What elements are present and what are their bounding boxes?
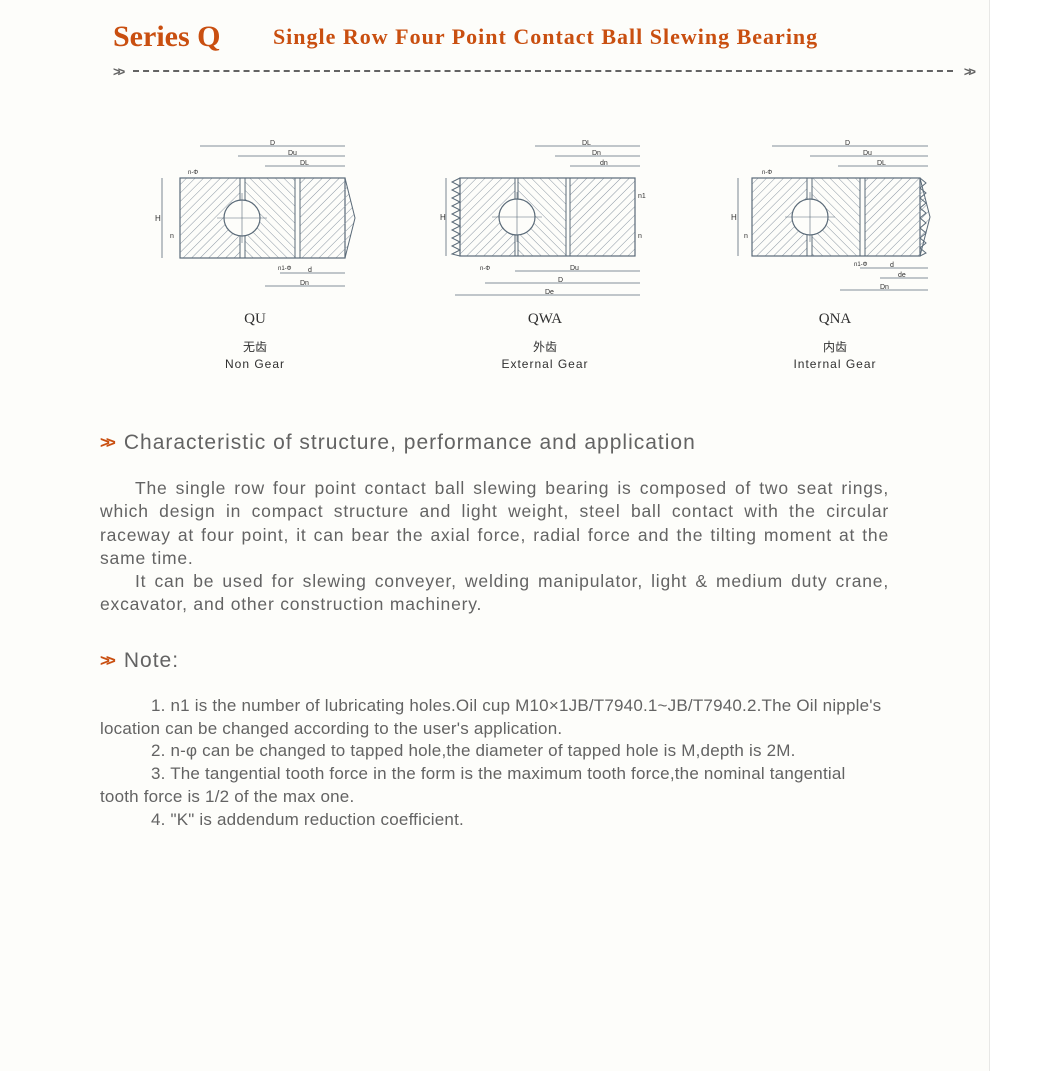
page-title: Single Row Four Point Contact Ball Slewi… xyxy=(273,24,818,50)
svg-text:d: d xyxy=(308,267,312,274)
note-item: 4. "K" is addendum reduction coefficient… xyxy=(100,809,889,832)
chevron-icon: >> xyxy=(100,651,112,671)
svg-text:Dn: Dn xyxy=(880,284,889,291)
diagram-qna-code: QNA xyxy=(715,311,955,328)
page-header: Series Q Single Row Four Point Contact B… xyxy=(113,20,969,54)
header-rule: >> >> xyxy=(113,64,973,78)
section-title: Characteristic of structure, performance… xyxy=(124,431,696,455)
svg-text:DL: DL xyxy=(300,160,309,167)
diagram-qna-cn: 内齿 xyxy=(715,338,955,355)
svg-text:Dn: Dn xyxy=(300,280,309,287)
svg-text:de: de xyxy=(898,272,906,279)
svg-text:De: De xyxy=(545,289,554,296)
svg-text:n-Φ: n-Φ xyxy=(480,266,490,272)
svg-text:D: D xyxy=(270,140,275,147)
diagram-qu-en: Non Gear xyxy=(135,357,375,371)
svg-text:n1: n1 xyxy=(638,193,646,200)
svg-text:DL: DL xyxy=(877,160,886,167)
svg-text:n: n xyxy=(744,233,748,240)
diagram-qwa-code: QWA xyxy=(425,311,665,328)
paragraph: It can be used for slewing conveyer, wel… xyxy=(100,570,889,617)
diagram-qna-drawing: D Du DL H n xyxy=(730,138,940,303)
series-label: Series Q xyxy=(113,20,220,54)
svg-text:Du: Du xyxy=(863,150,872,157)
diagram-qwa-en: External Gear xyxy=(425,357,665,371)
diagram-qu-cn: 无齿 xyxy=(135,338,375,355)
svg-text:n-Φ: n-Φ xyxy=(762,170,772,176)
diagram-qna-en: Internal Gear xyxy=(715,357,955,371)
diagrams-row: D Du DL H n xyxy=(135,138,955,371)
section-note: >> Note: 1. n1 is the number of lubricat… xyxy=(100,649,889,833)
section-header: >> Characteristic of structure, performa… xyxy=(100,431,889,455)
diagram-qwa-drawing: DL Dn dn H n1 n xyxy=(440,138,650,303)
note-list: 1. n1 is the number of lubricating holes… xyxy=(100,695,889,833)
chevron-right-icon: >> xyxy=(964,64,973,79)
diagram-qna: D Du DL H n xyxy=(715,138,955,371)
diagram-qwa: DL Dn dn H n1 n xyxy=(425,138,665,371)
svg-text:DL: DL xyxy=(582,140,591,147)
svg-text:D: D xyxy=(558,277,563,284)
svg-text:H: H xyxy=(155,214,161,223)
section-title: Note: xyxy=(124,649,179,673)
section-header: >> Note: xyxy=(100,649,889,673)
chevron-icon: >> xyxy=(100,433,112,453)
diagram-qu-drawing: D Du DL H n xyxy=(150,138,360,303)
diagram-qu: D Du DL H n xyxy=(135,138,375,371)
note-item: 1. n1 is the number of lubricating holes… xyxy=(100,695,889,741)
svg-text:dn: dn xyxy=(600,160,608,167)
svg-text:Dn: Dn xyxy=(592,150,601,157)
diagram-qwa-cn: 外齿 xyxy=(425,338,665,355)
svg-text:d: d xyxy=(890,262,894,269)
svg-text:n: n xyxy=(170,233,174,240)
svg-text:n1-Φ: n1-Φ xyxy=(278,266,292,272)
paragraph: The single row four point contact ball s… xyxy=(100,477,889,570)
section-body: The single row four point contact ball s… xyxy=(100,477,889,617)
svg-text:H: H xyxy=(440,213,446,222)
svg-text:Du: Du xyxy=(570,265,579,272)
svg-text:n: n xyxy=(638,233,642,240)
note-item: 2. n-φ can be changed to tapped hole,the… xyxy=(100,740,889,763)
chevron-left-icon: >> xyxy=(113,64,122,79)
section-characteristic: >> Characteristic of structure, performa… xyxy=(100,431,889,617)
note-item: 3. The tangential tooth force in the for… xyxy=(100,763,889,809)
svg-text:H: H xyxy=(731,213,737,222)
diagram-qu-code: QU xyxy=(135,311,375,328)
svg-text:D: D xyxy=(845,140,850,147)
svg-text:n1-Φ: n1-Φ xyxy=(854,262,868,268)
document-page: Series Q Single Row Four Point Contact B… xyxy=(0,0,990,1071)
svg-text:n-Φ: n-Φ xyxy=(188,170,198,176)
svg-text:Du: Du xyxy=(288,150,297,157)
